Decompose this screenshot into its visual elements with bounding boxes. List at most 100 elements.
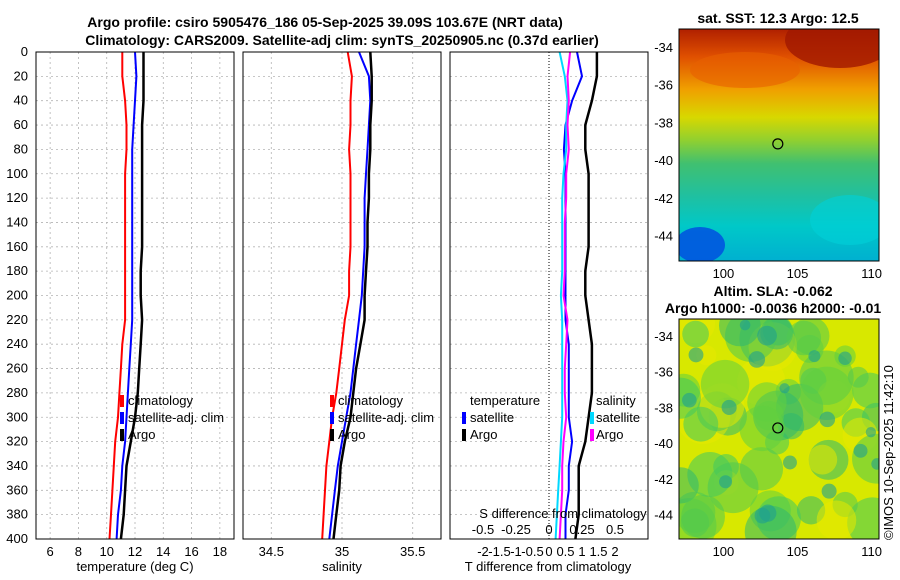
map-y-tick-label: -36 <box>654 78 673 93</box>
series-line-temperature-argo <box>574 52 599 540</box>
legend-salinity-title: salinity <box>596 393 636 408</box>
difference-plot-frame <box>449 51 649 540</box>
map-y-tick-label: -40 <box>654 153 673 168</box>
difference-panel: -2 -1.5 -1 -0.5 0 0.5 1 1.5 2 -0.5 -0.25 0 0.25 0.5 … <box>449 51 649 574</box>
depth-tick-label: 20 <box>14 68 28 83</box>
map-y-tick-label: -34 <box>654 329 673 344</box>
x-tick-label: 16 <box>184 544 198 559</box>
sla-eddy <box>757 325 777 346</box>
legend-climatology-label: climatology <box>128 393 194 408</box>
sla-eddy <box>865 427 877 438</box>
sla-blob <box>847 366 869 388</box>
sla-eddy <box>871 458 879 470</box>
x-tick-label: 0.5 <box>556 544 574 559</box>
series-line-argo <box>119 52 145 540</box>
sla-eddy <box>821 483 837 499</box>
depth-tick-label: 360 <box>6 482 28 497</box>
depth-tick-label: 40 <box>14 93 28 108</box>
sla-blob <box>739 405 785 452</box>
sla-eddy <box>819 411 836 428</box>
sla-map-title-line2: Argo h1000: -0.0036 h2000: -0.01 <box>665 300 882 316</box>
legend-argo-swatch <box>120 429 124 441</box>
difference-xlabel-top: S difference from climatology <box>479 506 647 521</box>
x-tick-label: -1.5 <box>488 544 510 559</box>
legend-satellite-label: satellite-adj. clim <box>128 410 224 425</box>
x-tick-label: 1 <box>578 544 585 559</box>
x-tick-label: 18 <box>213 544 227 559</box>
x-tick-label-top: -0.5 <box>472 522 494 537</box>
map-y-tick-label: -38 <box>654 400 673 415</box>
map-x-tick-label: 110 <box>861 266 882 281</box>
depth-tick-label: 240 <box>6 336 28 351</box>
legend-climatology-swatch <box>330 395 334 407</box>
series-line-salinity-argo <box>558 51 572 540</box>
x-tick-label: 6 <box>47 544 54 559</box>
series-line-argo <box>332 51 373 540</box>
sla-blob <box>800 366 854 421</box>
depth-tick-label: 0 <box>21 44 28 59</box>
map-y-tick-label: -44 <box>654 228 673 243</box>
sst-map-title: sat. SST: 12.3 Argo: 12.5 <box>697 10 859 26</box>
sla-eddy <box>748 351 766 368</box>
sst-warm-patch <box>785 29 879 68</box>
sst-warm-band <box>690 52 800 88</box>
x-tick-label: 35.5 <box>400 544 425 559</box>
map-x-tick-label: 100 <box>713 544 735 559</box>
depth-tick-label: 60 <box>14 117 28 132</box>
series-line-climatology <box>321 51 353 540</box>
legend-salinity-argo-label: Argo <box>596 427 623 442</box>
depth-tick-label: 340 <box>6 458 28 473</box>
map-x-tick-label: 110 <box>861 544 882 559</box>
map-y-tick-label: -36 <box>654 365 673 380</box>
sla-argo-marker <box>772 422 784 434</box>
sla-blob <box>679 467 699 504</box>
depth-tick-label: 260 <box>6 361 28 376</box>
header-title-line2: Climatology: CARS2009. Satellite-adj cli… <box>85 32 599 48</box>
sla-eddy <box>739 319 751 331</box>
sla-eddy <box>719 475 733 489</box>
legend-salinity-satellite-swatch <box>590 412 594 424</box>
x-tick-label: 8 <box>75 544 82 559</box>
salinity-xlabel: salinity <box>322 559 362 574</box>
x-tick-label: 0 <box>545 544 552 559</box>
x-tick-label-top: 0.5 <box>606 522 624 537</box>
map-y-tick-label: -34 <box>654 40 673 55</box>
sla-map-frame <box>678 318 880 540</box>
sla-blob <box>786 320 822 356</box>
series-line-satellite-adj-clim <box>115 51 138 540</box>
sla-map: Altim. SLA: -0.062 Argo h1000: -0.0036 h… <box>654 283 882 559</box>
depth-tick-label: 140 <box>6 214 28 229</box>
salinity-legend: climatology satellite-adj. clim Argo <box>330 393 434 442</box>
legend-argo-label: Argo <box>338 427 365 442</box>
sla-map-title-line1: Altim. SLA: -0.062 <box>713 283 832 299</box>
sla-eddy <box>682 392 697 408</box>
imos-credit: ©IMOS 10-Sep-2025 11:42:10 <box>881 365 896 540</box>
x-tick-label: 2 <box>611 544 618 559</box>
legend-climatology-label: climatology <box>338 393 404 408</box>
legend-temperature-argo-label: Argo <box>470 427 497 442</box>
map-y-tick-label: -40 <box>654 436 673 451</box>
sst-argo-marker <box>772 138 784 150</box>
x-tick-label-top: 0 <box>545 522 552 537</box>
legend-satellite-swatch <box>330 412 334 424</box>
x-tick-label: 35 <box>335 544 349 559</box>
x-tick-label: 12 <box>128 544 142 559</box>
depth-tick-label: 120 <box>6 190 28 205</box>
difference-xlabel: T difference from climatology <box>465 559 632 574</box>
sla-blob <box>807 444 838 475</box>
depth-tick-label: 180 <box>6 263 28 278</box>
sla-eddy <box>853 443 868 458</box>
sst-map: sat. SST: 12.3 Argo: 12.5 <box>654 10 882 281</box>
difference-legend: temperature satellite Argo salinity sate… <box>462 393 640 442</box>
temperature-legend: climatology satellite-adj. clim Argo <box>120 393 224 442</box>
temperature-xlabel: temperature (deg C) <box>76 559 193 574</box>
sla-eddy <box>754 507 771 524</box>
sla-eddy <box>779 383 790 394</box>
salinity-plot-frame <box>242 51 442 540</box>
depth-tick-label: 280 <box>6 385 28 400</box>
header-title-line1: Argo profile: csiro 5905476_186 05-Sep-2… <box>87 14 562 30</box>
legend-satellite-label: satellite-adj. clim <box>338 410 434 425</box>
map-y-tick-label: -42 <box>654 472 673 487</box>
x-tick-label: -0.5 <box>521 544 543 559</box>
